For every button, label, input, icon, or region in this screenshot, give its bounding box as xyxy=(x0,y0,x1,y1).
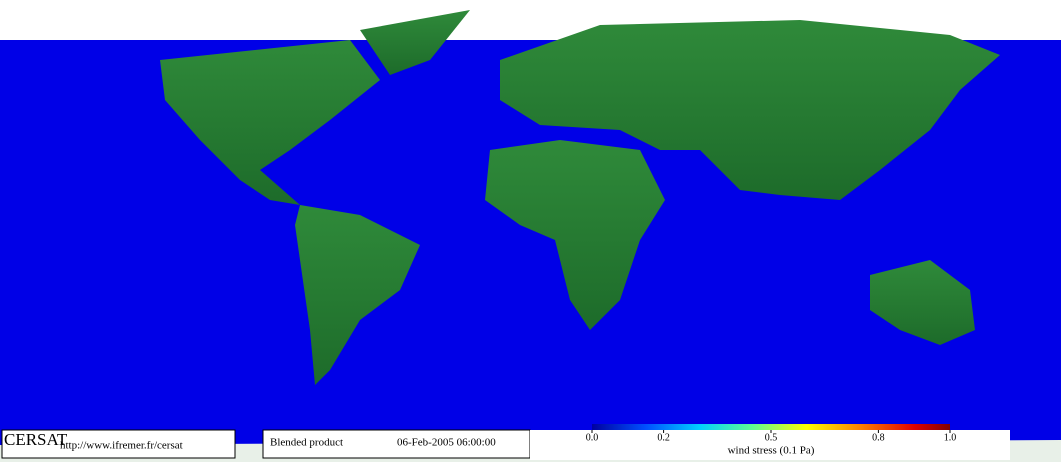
credit-box xyxy=(1,429,236,459)
colorbar-label: wind stress (0.1 Pa) xyxy=(728,445,815,457)
colorbar-panel xyxy=(530,430,1010,460)
colorbar-tick-label: 0.2 xyxy=(657,432,670,443)
colorbar-tick-label: 0.5 xyxy=(765,432,778,443)
datetime: 06-Feb-2005 06:00:00 xyxy=(397,437,496,449)
colorbar-tick-label: 0.8 xyxy=(872,432,885,443)
product-box xyxy=(262,429,531,459)
product: Blended product xyxy=(270,437,343,449)
colorbar-tick-label: 1.0 xyxy=(944,432,957,443)
url[interactable]: http://www.ifremer.fr/cersat xyxy=(60,440,183,452)
colorbar-tick-label: 0.0 xyxy=(586,432,599,443)
org-name: CERSAT xyxy=(4,430,68,449)
colorbar xyxy=(592,424,950,430)
continents xyxy=(0,10,1061,462)
